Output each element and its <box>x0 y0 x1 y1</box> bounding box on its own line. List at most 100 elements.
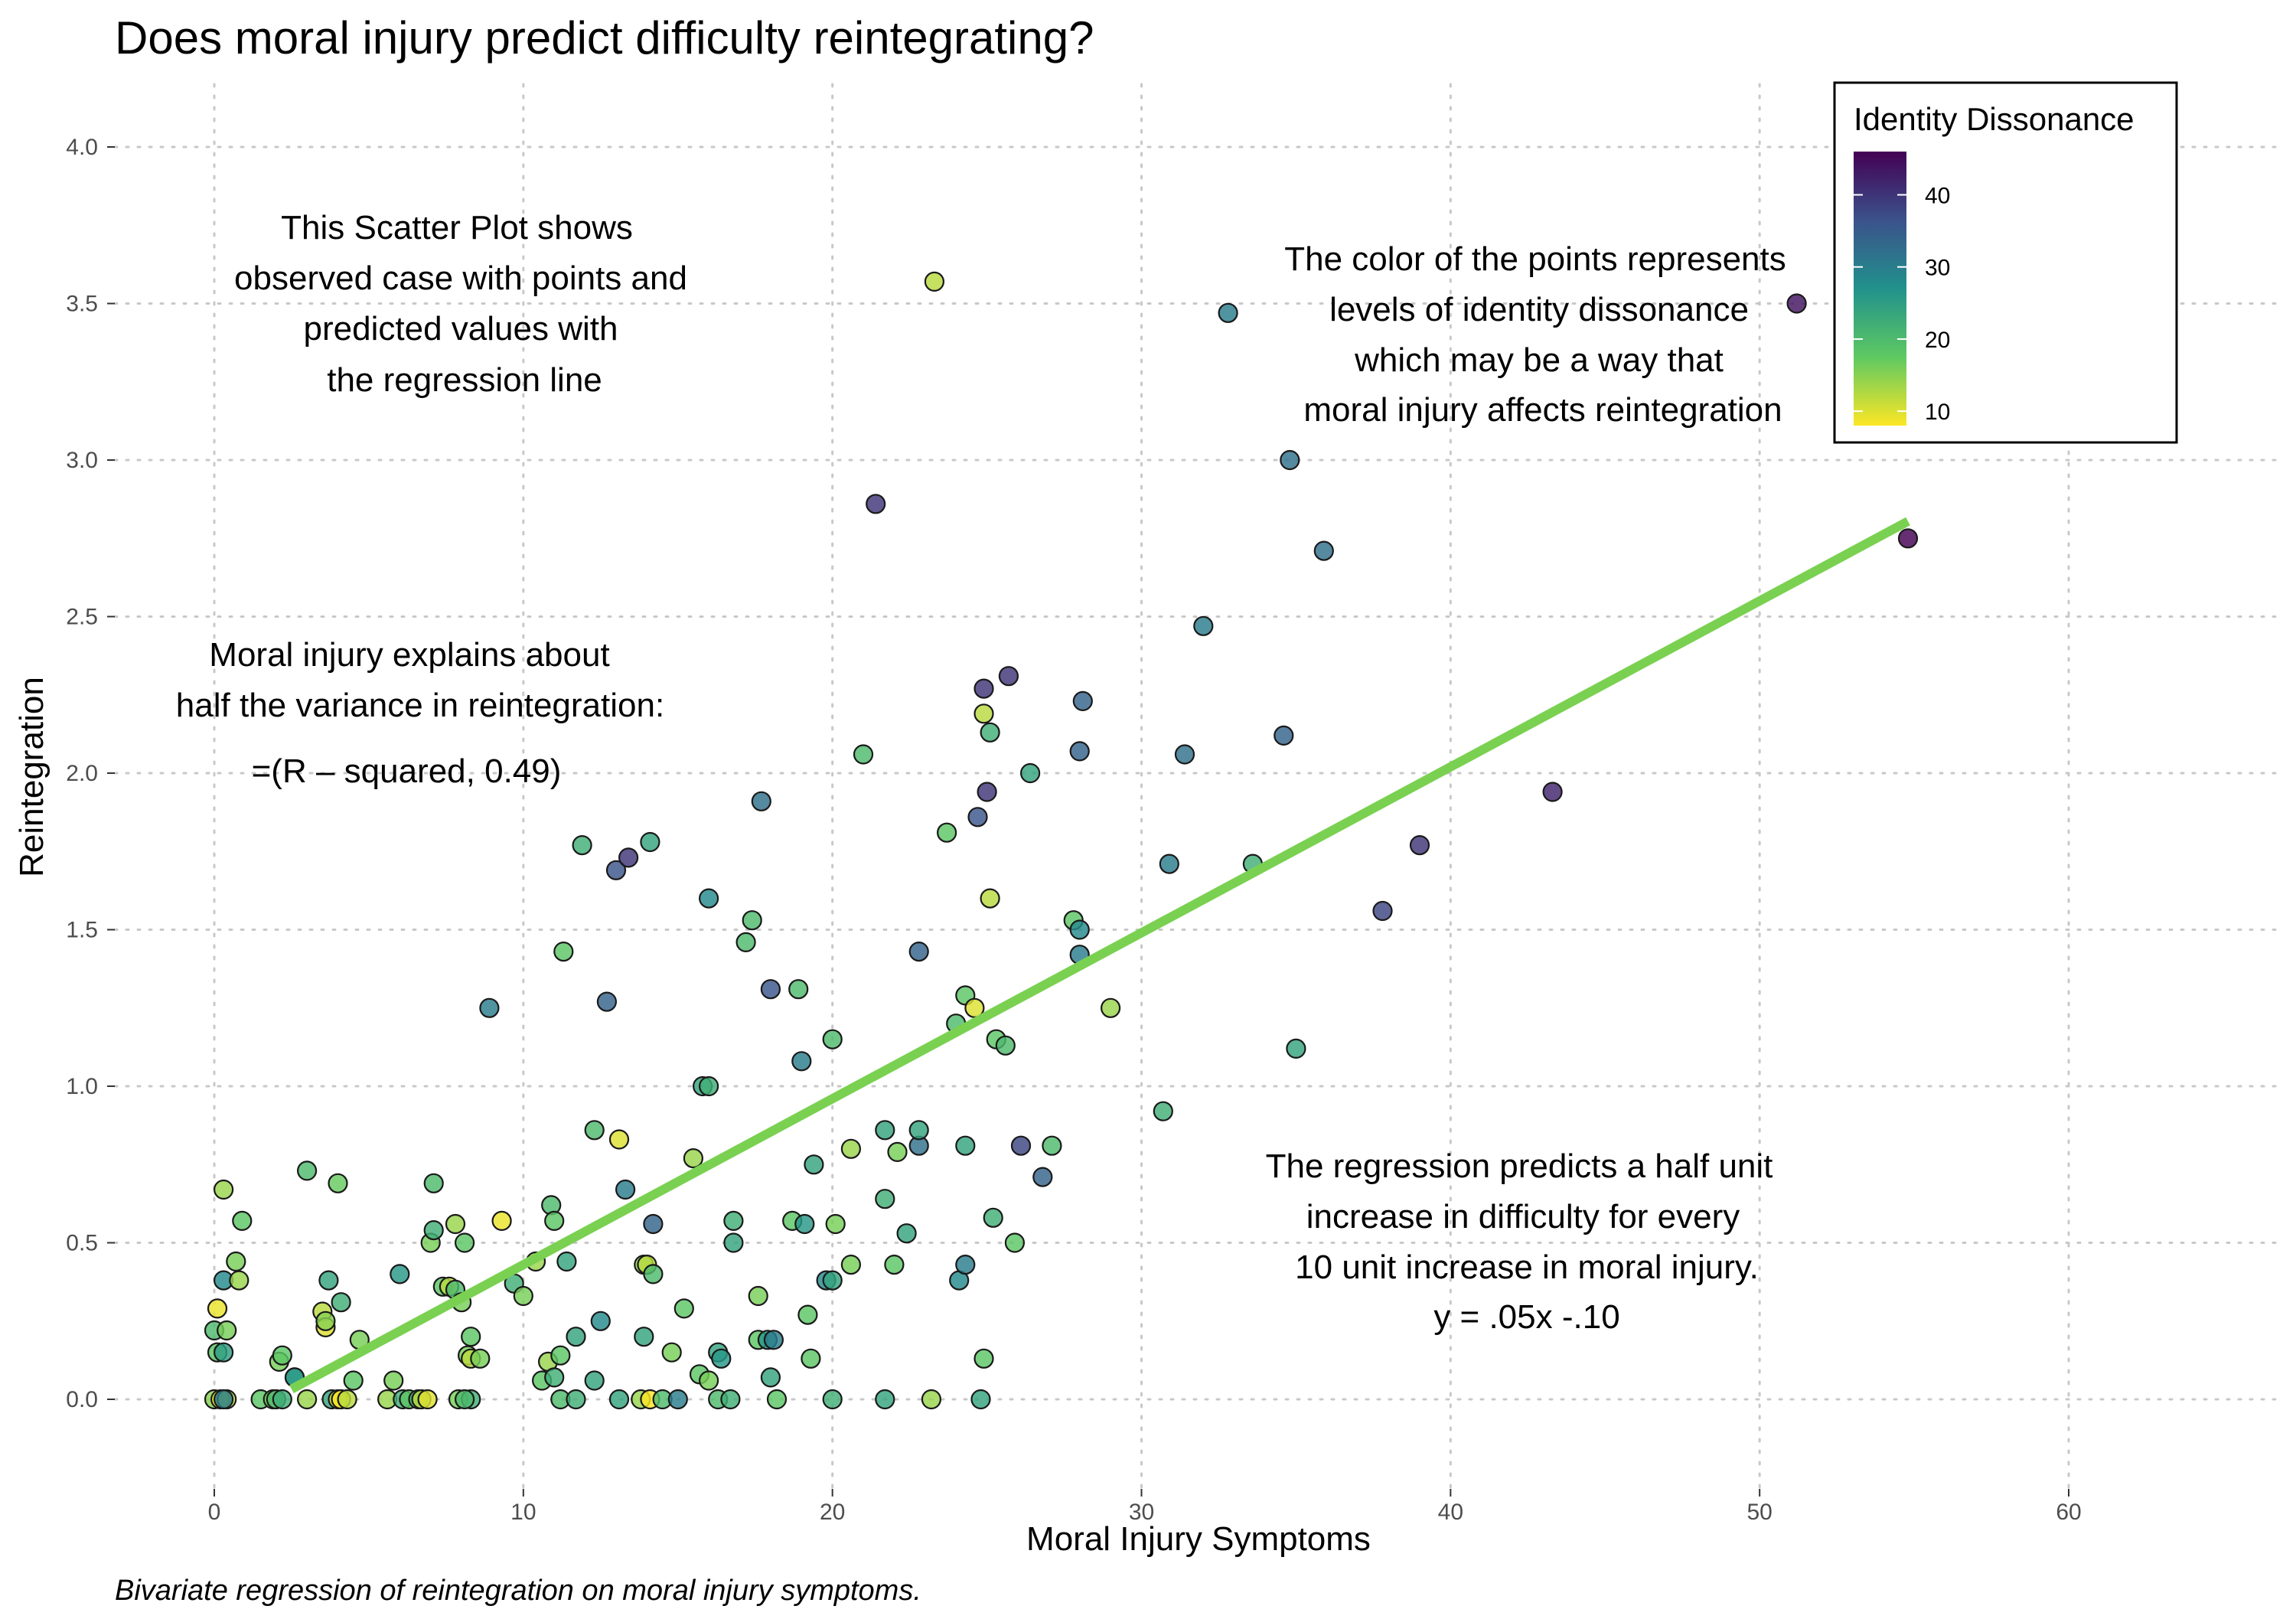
data-point <box>840 1254 862 1275</box>
grid <box>113 83 2286 1490</box>
data-point <box>544 1367 565 1388</box>
data-point <box>995 1035 1016 1056</box>
data-point <box>1313 540 1334 561</box>
data-point <box>556 1251 577 1272</box>
data-point <box>797 1304 818 1325</box>
data-point <box>698 1076 719 1097</box>
data-point <box>661 1342 682 1363</box>
data-point <box>1019 762 1041 784</box>
data-point <box>908 941 929 962</box>
legend-colorbar <box>1854 152 1906 426</box>
data-point <box>470 1348 491 1369</box>
y-axis-title: Reintegration <box>13 677 51 877</box>
data-point <box>383 1370 404 1391</box>
data-point <box>711 1348 732 1369</box>
data-point <box>974 703 994 724</box>
data-point <box>608 1129 630 1150</box>
data-point <box>673 1298 694 1319</box>
data-point <box>337 1389 357 1410</box>
data-point <box>791 1051 812 1072</box>
data-point <box>566 1389 586 1410</box>
data-point <box>272 1389 292 1410</box>
x-axis-title: Moral Injury Symptoms <box>1026 1520 1371 1558</box>
legend-label: 30 <box>1925 256 1950 281</box>
data-point <box>423 1173 444 1193</box>
data-point <box>896 1223 917 1244</box>
data-point <box>955 1135 976 1156</box>
data-point <box>640 831 660 853</box>
data-point <box>804 1154 824 1175</box>
data-point <box>315 1311 336 1331</box>
data-point <box>214 1179 234 1200</box>
data-point <box>454 1232 475 1253</box>
data-point <box>643 1213 664 1235</box>
data-point <box>980 722 1000 743</box>
data-point <box>615 1179 636 1200</box>
data-point <box>608 1389 630 1410</box>
data-point <box>634 1327 654 1347</box>
data-point <box>936 822 957 843</box>
annotation-line: 10 unit increase in moral injury. <box>1295 1249 1759 1286</box>
data-point <box>875 1120 895 1141</box>
data-point <box>590 1311 611 1331</box>
data-point <box>760 979 781 1000</box>
annotation-line: =(R – squared, 0.49) <box>252 752 562 790</box>
data-point <box>822 1270 843 1291</box>
data-point <box>974 1348 994 1369</box>
data-point <box>794 1213 815 1235</box>
annotation-line: The regression predicts a half unit <box>1266 1147 1773 1185</box>
legend-ticks: 10 20 30 40 <box>1854 184 1950 425</box>
data-point <box>723 1210 744 1232</box>
data-point <box>423 1219 444 1241</box>
data-point <box>766 1389 788 1410</box>
data-point <box>207 1298 228 1319</box>
regression-line <box>289 517 1910 1393</box>
data-point <box>214 1389 234 1410</box>
data-point <box>788 979 809 1000</box>
data-point <box>866 494 886 514</box>
data-point <box>1010 1135 1032 1156</box>
annotation-line: increase in difficulty for every <box>1306 1198 1740 1235</box>
data-point <box>226 1251 246 1272</box>
data-point <box>980 888 1000 909</box>
data-point <box>1032 1167 1053 1187</box>
data-point <box>214 1342 234 1363</box>
data-point <box>1274 725 1294 746</box>
data-point <box>1542 782 1563 802</box>
data-point <box>1069 919 1090 940</box>
x-tick-label: 60 <box>2056 1500 2081 1525</box>
data-point <box>643 1264 664 1284</box>
data-point <box>343 1370 364 1391</box>
data-point <box>491 1210 512 1232</box>
data-point <box>1193 615 1214 636</box>
x-tick-label: 30 <box>1129 1500 1154 1525</box>
data-point <box>720 1389 741 1410</box>
annotation-line: which may be a way that <box>1354 341 1724 379</box>
y-tick-label: 2.5 <box>66 605 98 630</box>
data-point <box>924 271 945 292</box>
data-point <box>318 1270 339 1291</box>
data-point <box>875 1389 895 1410</box>
data-point <box>822 1389 843 1410</box>
data-point <box>1280 449 1300 471</box>
data-point <box>875 1189 895 1209</box>
annotation-top-left: This Scatter Plot shows observed case wi… <box>234 209 687 399</box>
y-tick-label: 1.5 <box>66 918 98 943</box>
data-point <box>229 1270 249 1291</box>
data-point <box>1897 528 1919 549</box>
data-point <box>553 941 574 962</box>
x-tick-label: 20 <box>820 1500 845 1525</box>
data-point <box>974 678 994 699</box>
y-tick-label: 0.5 <box>66 1231 98 1256</box>
data-point <box>1100 997 1121 1018</box>
data-point <box>605 860 627 880</box>
annotation-top-right: The color of the points represents level… <box>1284 240 1786 429</box>
data-point <box>977 782 997 802</box>
data-point <box>840 1138 862 1159</box>
data-point <box>667 1389 688 1410</box>
chart-title: Does moral injury predict difficulty rei… <box>115 12 1094 64</box>
data-point <box>1786 293 1807 314</box>
data-point <box>1004 1232 1026 1253</box>
data-point <box>825 1213 846 1235</box>
